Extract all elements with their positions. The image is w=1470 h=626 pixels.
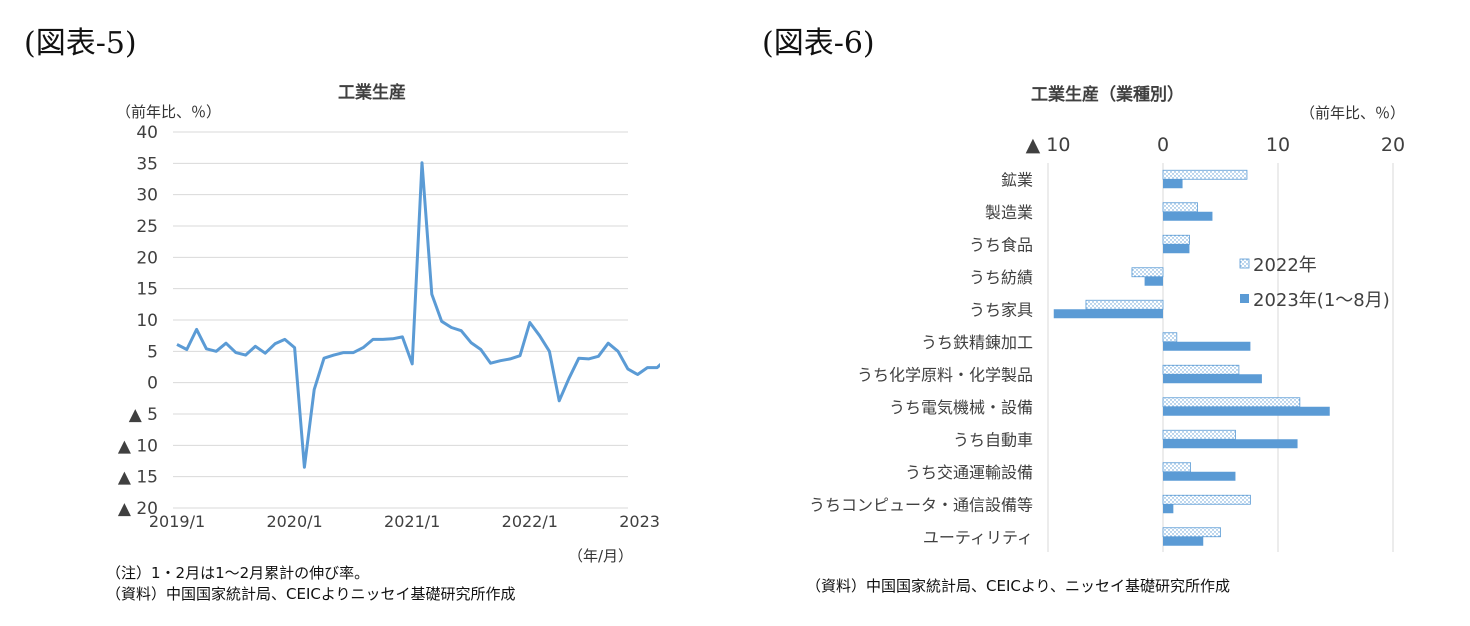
bar-2023 (1163, 374, 1262, 384)
y-tick-label: 5 (147, 342, 158, 362)
category-label: うち紡績 (969, 268, 1033, 287)
y-tick-label: ▲ 5 (129, 405, 158, 425)
x-tick-label: 2022/1 (502, 512, 558, 531)
bar-2022 (1085, 299, 1164, 310)
bar-chart: ▲ 10 0 10 20 鉱業製造業うち食品うち紡績うち家具うち鉄精錬加工うち化学原料・… (809, 134, 1405, 552)
bar-2022 (1162, 527, 1221, 538)
y-tick-label: 0 (147, 374, 158, 394)
bar-2023 (1053, 309, 1163, 319)
figure-label-5: (図表-5) (24, 26, 137, 61)
bar-2023 (1163, 211, 1213, 221)
category-label: ユーティリティ (923, 528, 1033, 547)
y-tick-label: 15 (136, 280, 158, 300)
bar-2022 (1162, 397, 1301, 408)
y-tick-label: ▲ 20 (118, 499, 158, 519)
line-chart-x-unit-label: （年/月） (568, 547, 634, 565)
category-label: 鉱業 (1001, 170, 1033, 189)
line-chart-title: 工業生産 (338, 83, 406, 103)
bar-2022 (1131, 267, 1164, 278)
line-chart-source: （資料）中国国家統計局、CEICよりニッセイ基礎研究所作成 (106, 585, 516, 603)
category-label: うち鉄精錬加工 (921, 333, 1033, 352)
category-label: うち交通運輸設備 (905, 463, 1033, 482)
bar-2023 (1163, 341, 1251, 351)
y-tick-label: 35 (136, 154, 158, 174)
y-tick-label: 30 (136, 186, 158, 206)
line-chart-unit-label: （前年比、％） (116, 103, 222, 121)
category-label: うち化学原料・化学製品 (857, 365, 1033, 384)
bar-2023 (1163, 179, 1183, 189)
x-tick-label: 2020/1 (266, 512, 322, 531)
x-tick-label: 2023/1 (619, 512, 660, 531)
y-tick-label: 40 (136, 123, 158, 143)
bar-2023 (1163, 504, 1174, 514)
legend-label-2023: 2023年(1～8月) (1253, 290, 1390, 311)
bar-chart-unit-label: （前年比、％） (1300, 104, 1406, 122)
legend-label-2022: 2022年 (1253, 255, 1317, 276)
bar-2023 (1144, 276, 1163, 286)
bar-2022 (1162, 364, 1240, 375)
bar-2022 (1162, 429, 1236, 440)
y-tick-label: 10 (136, 311, 158, 331)
x-tick-label: 2019/1 (149, 512, 205, 531)
bar-2022 (1162, 494, 1251, 505)
bar-2022 (1162, 462, 1192, 473)
figure-label-6: (図表-6) (762, 26, 875, 61)
x-tick-label: ▲ 10 (1026, 134, 1071, 156)
bar-2023 (1163, 536, 1204, 546)
y-tick-label: 25 (136, 217, 158, 237)
x-tick-label: 20 (1381, 134, 1405, 156)
category-label: うち自動車 (953, 430, 1033, 449)
y-tick-label: ▲ 15 (118, 468, 158, 488)
series-line (176, 161, 660, 469)
bar-2022 (1162, 169, 1248, 180)
legend-swatch-2023 (1240, 294, 1249, 303)
category-label: うち家具 (969, 300, 1033, 319)
category-label: うち食品 (969, 235, 1033, 254)
bar-2023 (1163, 244, 1190, 254)
line-chart-note: （注）1・2月は1～2月累計の伸び率。 (106, 564, 370, 582)
category-label: うち電気機械・設備 (889, 398, 1033, 417)
legend-swatch-2022 (1239, 258, 1250, 269)
x-tick-label: 10 (1266, 134, 1290, 156)
bar-2022 (1162, 332, 1178, 343)
bar-2023 (1163, 439, 1298, 449)
bar-2022 (1162, 202, 1198, 213)
bar-2023 (1163, 471, 1236, 481)
bar-chart-source: （資料）中国国家統計局、CEICより、ニッセイ基礎研究所作成 (806, 577, 1230, 595)
bar-2023 (1163, 406, 1330, 416)
y-tick-label: 20 (136, 248, 158, 268)
y-tick-label: ▲ 10 (118, 436, 158, 456)
category-label: うちコンピュータ・通信設備等 (809, 495, 1033, 514)
category-label: 製造業 (985, 203, 1033, 222)
x-tick-label: 2021/1 (384, 512, 440, 531)
bar-2022 (1162, 234, 1190, 245)
bar-chart-title: 工業生産（業種別） (1031, 85, 1184, 105)
x-tick-label: 0 (1157, 134, 1169, 156)
